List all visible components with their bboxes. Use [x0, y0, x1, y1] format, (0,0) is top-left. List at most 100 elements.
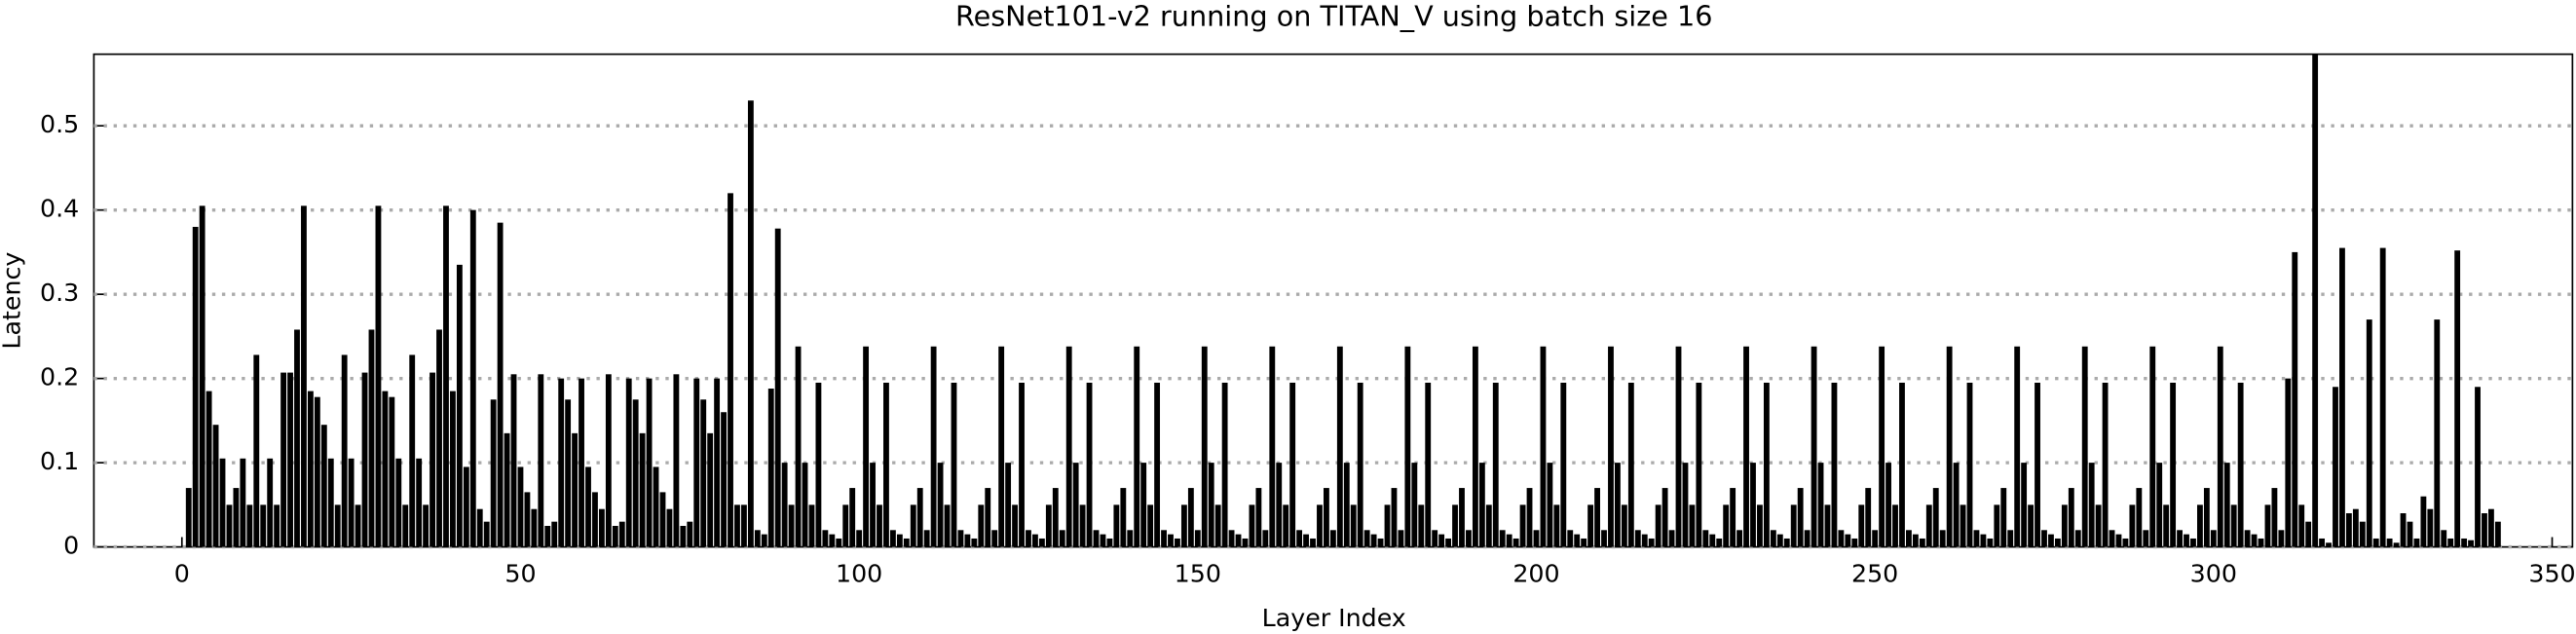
- bar: [774, 228, 781, 547]
- bar: [497, 222, 504, 547]
- y-tick-label: 0.4: [40, 195, 79, 223]
- bar: [572, 432, 579, 547]
- bar: [653, 466, 659, 547]
- bar: [1045, 504, 1052, 547]
- bar: [2237, 382, 2244, 547]
- bar: [842, 504, 849, 547]
- y-tick-label: 0.3: [40, 279, 79, 307]
- bar: [1499, 530, 1506, 547]
- bar: [253, 354, 260, 547]
- bar: [1736, 530, 1743, 547]
- bar: [2210, 530, 2217, 547]
- bar: [1425, 382, 1432, 547]
- x-tick-label: 100: [836, 559, 882, 587]
- bar: [991, 530, 998, 547]
- bar: [985, 488, 991, 547]
- bar: [1296, 530, 1303, 547]
- bar: [2345, 513, 2352, 547]
- bar: [2203, 488, 2210, 547]
- bar: [721, 412, 727, 547]
- chart-title: ResNet101-v2 running on TITAN_V using ba…: [955, 0, 1713, 33]
- bar: [815, 382, 822, 547]
- bar: [1310, 538, 1316, 547]
- bar: [687, 521, 693, 547]
- bar: [2021, 463, 2028, 547]
- bar: [2441, 530, 2447, 547]
- bar: [1357, 382, 1363, 547]
- bar: [1634, 530, 1641, 547]
- bar: [2223, 463, 2230, 547]
- bar: [1161, 530, 1167, 547]
- bar: [747, 100, 754, 547]
- bar: [903, 538, 910, 547]
- bar: [1615, 463, 1621, 547]
- bar: [1100, 534, 1106, 547]
- bar: [877, 504, 882, 547]
- bar: [240, 458, 246, 547]
- bar: [632, 399, 639, 547]
- bar: [944, 504, 951, 547]
- bar: [1175, 538, 1180, 547]
- x-tick-label: 0: [174, 559, 190, 587]
- bar: [2264, 504, 2271, 547]
- bar: [1872, 530, 1879, 547]
- bar: [1134, 346, 1140, 547]
- bar: [2482, 513, 2487, 547]
- bar: [524, 492, 531, 547]
- bar: [212, 425, 219, 547]
- bar: [2359, 521, 2366, 547]
- x-tick-label: 250: [1851, 559, 1898, 587]
- bar: [1980, 534, 1987, 547]
- bar: [1804, 530, 1811, 547]
- bar: [423, 504, 429, 547]
- bar: [1512, 538, 1519, 547]
- bar: [2339, 247, 2345, 547]
- bar: [2074, 530, 2081, 547]
- bar: [1879, 346, 1885, 547]
- bar: [1249, 504, 1255, 547]
- bar: [639, 432, 646, 547]
- bar: [1194, 530, 1201, 547]
- bar: [916, 488, 923, 547]
- bar: [2488, 508, 2494, 547]
- bar: [2427, 508, 2434, 547]
- bar: [1994, 504, 2000, 547]
- bar: [1324, 488, 1329, 547]
- bar: [883, 382, 889, 547]
- bar: [1973, 530, 1980, 547]
- bar: [199, 205, 205, 547]
- bar: [2129, 504, 2136, 547]
- bar: [2028, 504, 2035, 547]
- bar: [355, 504, 361, 547]
- bar: [1743, 346, 1749, 547]
- bar: [1242, 538, 1249, 547]
- bar: [700, 399, 707, 547]
- bar: [1574, 534, 1581, 547]
- bar: [1106, 538, 1113, 547]
- x-tick-label: 200: [1512, 559, 1559, 587]
- bar: [2461, 538, 2468, 547]
- bar: [1702, 530, 1709, 547]
- bar: [2088, 463, 2095, 547]
- bar: [2177, 530, 2183, 547]
- bar: [1072, 463, 1079, 547]
- x-tick-label: 50: [504, 559, 536, 587]
- bar: [1466, 530, 1472, 547]
- bar: [741, 504, 747, 547]
- bar: [1411, 463, 1418, 547]
- bar: [964, 534, 971, 547]
- bar: [2372, 538, 2379, 547]
- bar: [1939, 530, 1946, 547]
- bar: [788, 504, 795, 547]
- bar: [2352, 508, 2359, 547]
- bar: [1696, 382, 1702, 547]
- bar: [1925, 504, 1932, 547]
- bar: [1750, 463, 1756, 547]
- bar: [1899, 382, 1905, 547]
- bar: [2333, 387, 2338, 547]
- bar: [1892, 504, 1898, 547]
- bar: [2109, 530, 2115, 547]
- bar: [1350, 504, 1357, 547]
- bar: [2298, 504, 2305, 547]
- bar: [2184, 534, 2189, 547]
